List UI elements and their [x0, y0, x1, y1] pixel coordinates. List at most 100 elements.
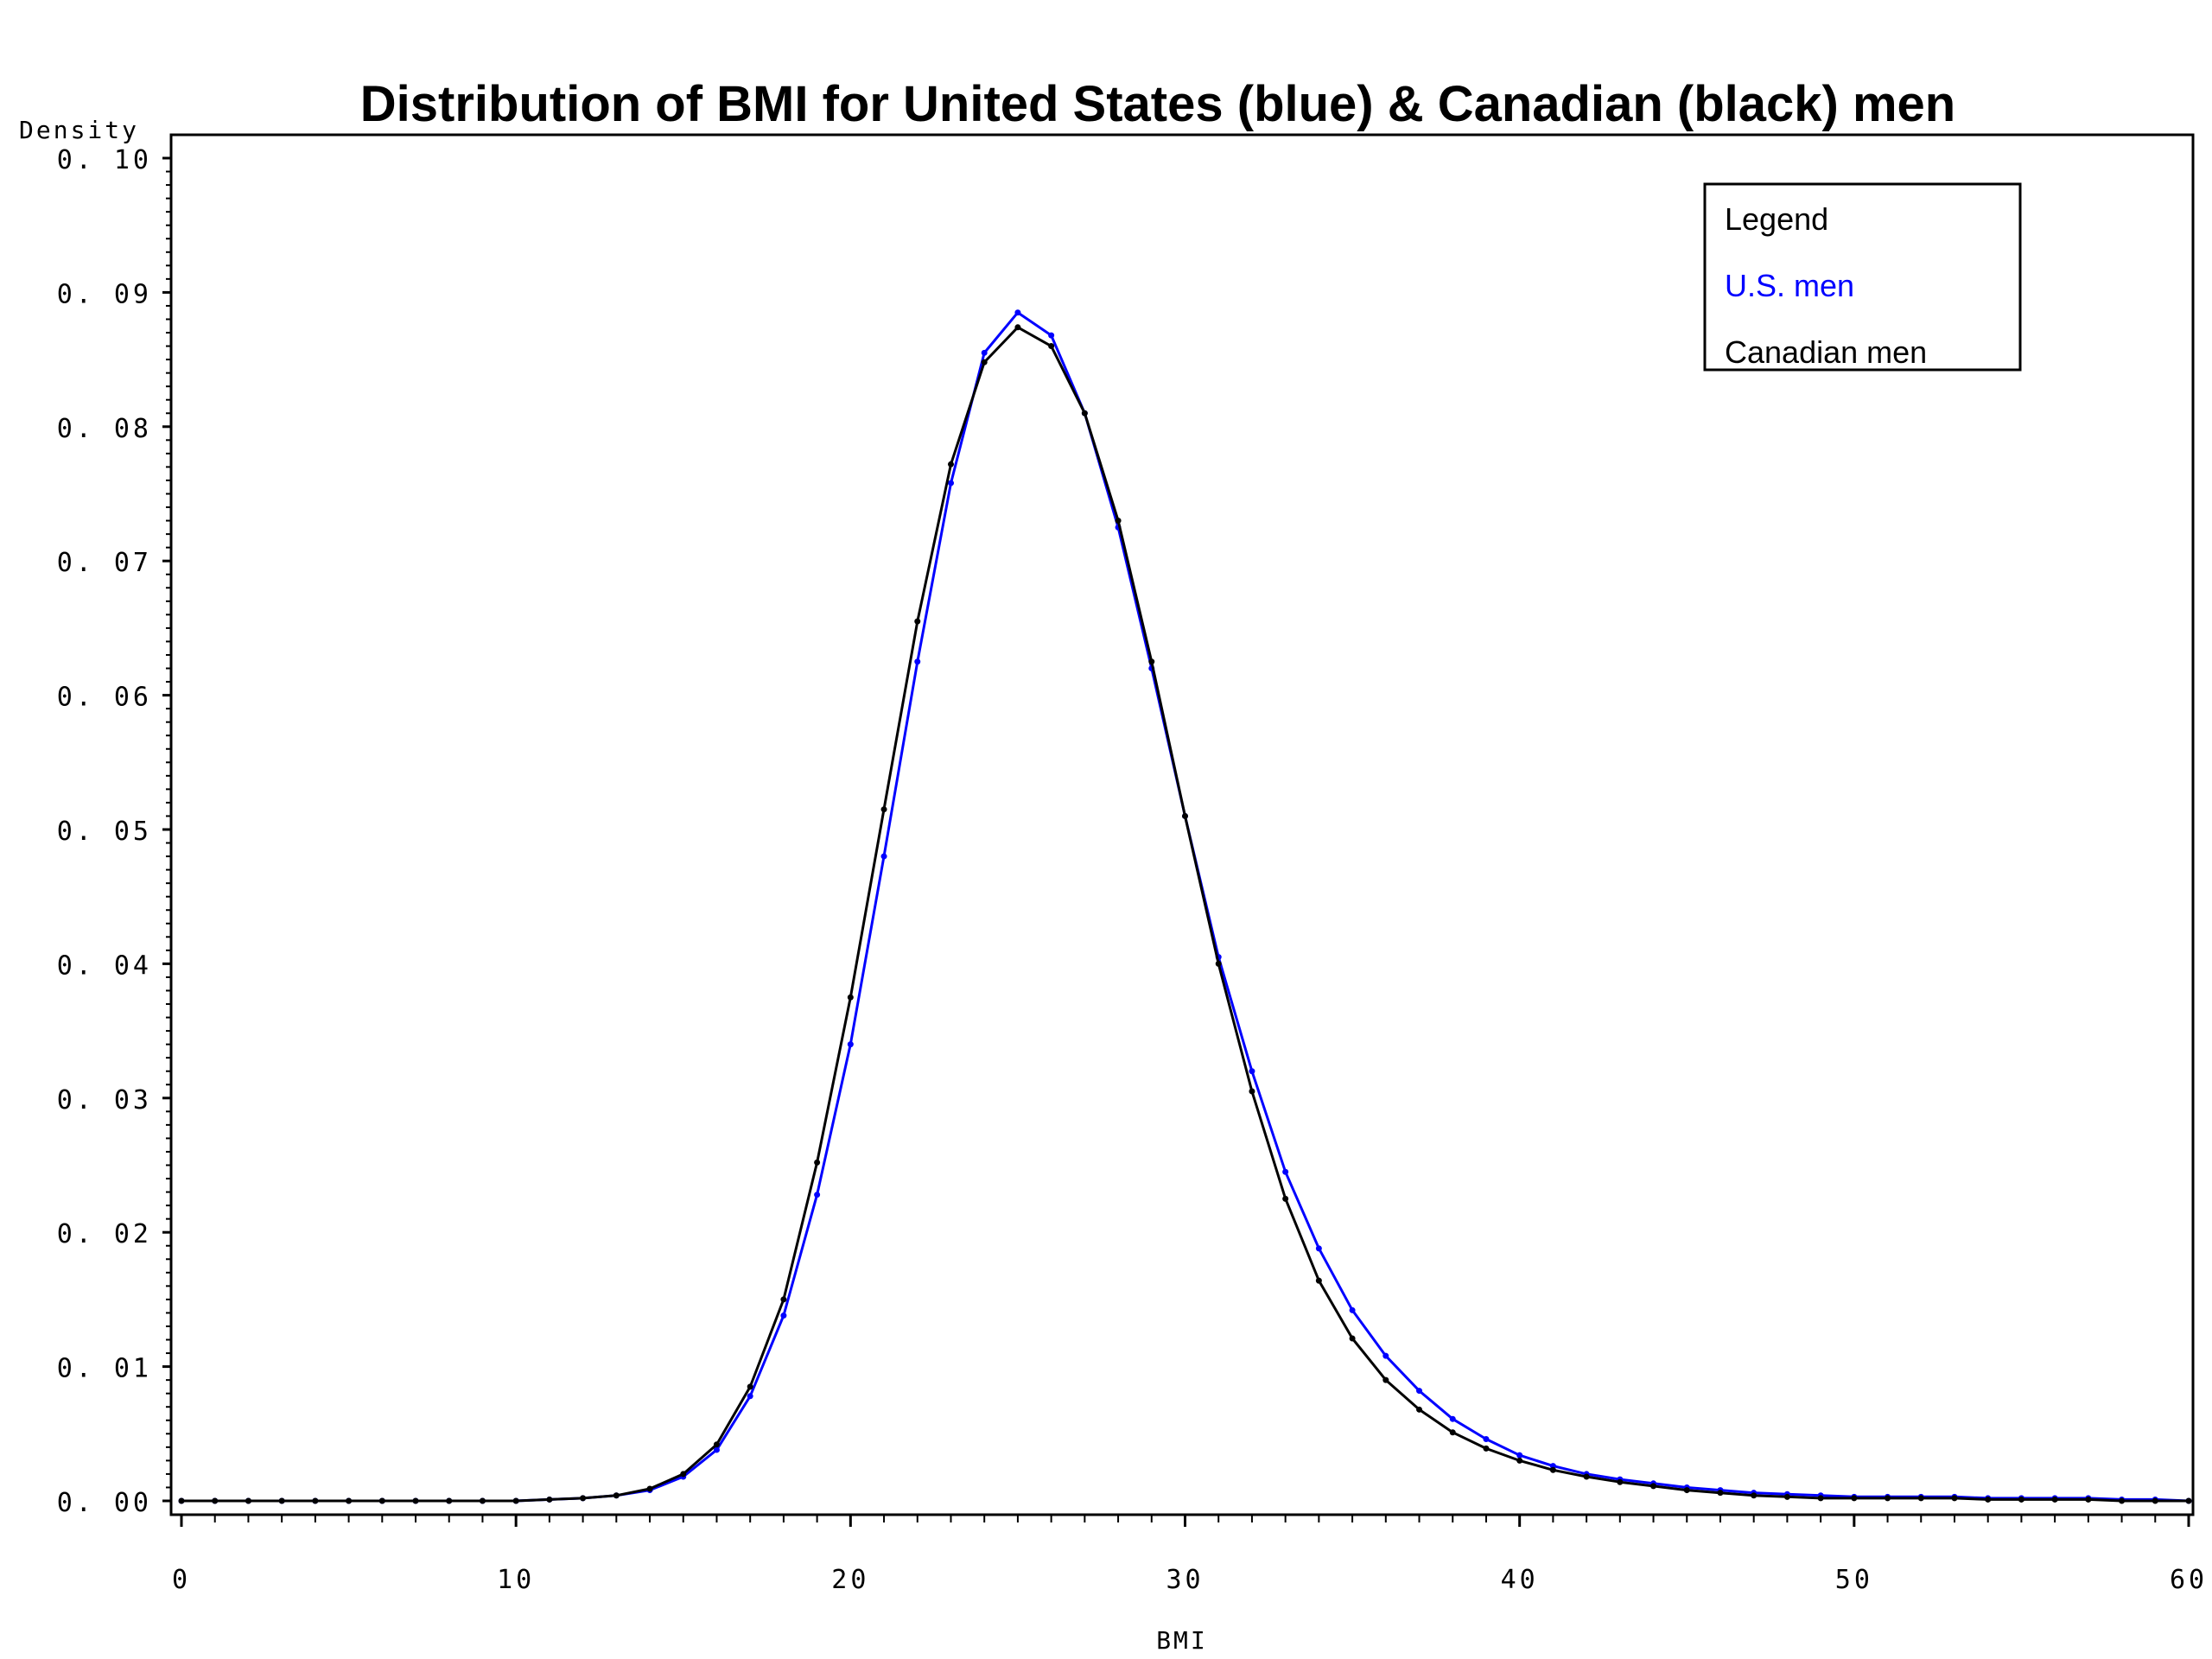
legend: Legend U.S. men Canadian men [1703, 182, 2022, 372]
x-tick-label: 20 [831, 1565, 869, 1595]
x-tick-label: 0 [172, 1565, 191, 1595]
data-point [1315, 1245, 1322, 1252]
data-point [1851, 1495, 1858, 1502]
data-point [646, 1485, 653, 1492]
data-point [1382, 1376, 1389, 1383]
data-point [446, 1497, 453, 1504]
y-tick-label: 0. 09 [57, 279, 152, 309]
data-point [1014, 309, 1021, 316]
data-point [780, 1313, 787, 1319]
data-point [2085, 1496, 2092, 1503]
y-tick-label: 0. 04 [57, 950, 152, 981]
data-point [479, 1497, 486, 1504]
x-tick-label: 40 [1501, 1565, 1539, 1595]
x-tick-label: 50 [1835, 1565, 1873, 1595]
data-point [1249, 1088, 1255, 1095]
x-tick-label: 60 [2170, 1565, 2208, 1595]
data-point [1416, 1406, 1423, 1413]
y-tick-label: 0. 06 [57, 683, 152, 713]
x-axis-label: BMI [1156, 1626, 1208, 1655]
legend-box [1703, 182, 2022, 372]
data-point [1917, 1495, 1924, 1502]
data-point [1349, 1306, 1356, 1313]
data-point [580, 1495, 587, 1502]
data-point [947, 480, 954, 486]
data-point [880, 806, 887, 813]
series-layer [178, 309, 2192, 1504]
data-point [713, 1441, 720, 1448]
data-point [613, 1492, 620, 1499]
data-point [1416, 1388, 1423, 1395]
data-point [2018, 1496, 2024, 1503]
data-point [1650, 1483, 1657, 1490]
legend-item-canadian-men: Canadian men [1725, 334, 1927, 370]
data-point [814, 1192, 821, 1198]
data-point [312, 1497, 319, 1504]
data-point [245, 1497, 251, 1504]
data-point [780, 1296, 787, 1303]
data-point [278, 1497, 285, 1504]
data-point [1282, 1168, 1289, 1175]
data-point [981, 359, 988, 365]
data-point [814, 1159, 821, 1166]
data-point [1549, 1466, 1556, 1473]
data-point [1048, 332, 1055, 339]
data-point [2119, 1497, 2126, 1504]
data-point [1985, 1496, 1992, 1503]
data-point [1014, 324, 1021, 331]
data-point [1182, 812, 1188, 819]
data-point [1148, 658, 1155, 665]
y-tick-label: 0. 01 [57, 1354, 152, 1384]
data-point [1115, 518, 1122, 524]
data-point [412, 1497, 419, 1504]
y-tick-label: 0. 03 [57, 1085, 152, 1116]
data-point [1885, 1495, 1891, 1502]
data-point [1683, 1487, 1690, 1494]
data-point [1717, 1490, 1724, 1497]
data-point [546, 1496, 553, 1503]
data-point [1783, 1493, 1790, 1500]
chart-title: Distribution of BMI for United States (b… [360, 76, 1955, 132]
data-point [1817, 1495, 1824, 1502]
legend-item-us-men: U.S. men [1725, 268, 1854, 303]
data-point [2051, 1496, 2058, 1503]
data-point [512, 1497, 519, 1504]
data-point [747, 1393, 753, 1400]
data-point [1382, 1352, 1389, 1359]
data-point [2185, 1497, 2192, 1504]
data-point [1215, 960, 1222, 967]
data-point [713, 1446, 720, 1453]
x-tick-label: 30 [1166, 1565, 1204, 1595]
y-tick-label: 0. 08 [57, 414, 152, 444]
y-tick-label: 0. 02 [57, 1219, 152, 1249]
data-point [747, 1383, 753, 1390]
data-point [1282, 1195, 1289, 1202]
data-point [1751, 1492, 1758, 1499]
data-point [880, 853, 887, 860]
data-point [1081, 410, 1088, 416]
data-point [378, 1497, 385, 1504]
data-point [947, 461, 954, 467]
data-point [847, 1041, 854, 1048]
data-point [847, 994, 854, 1001]
data-point [178, 1497, 185, 1504]
data-point [2152, 1497, 2158, 1504]
data-point [1583, 1473, 1590, 1480]
data-point [1951, 1495, 1958, 1502]
data-point [1483, 1436, 1490, 1443]
data-point [346, 1497, 353, 1504]
x-tick-label: 10 [497, 1565, 535, 1595]
data-point [1315, 1277, 1322, 1284]
legend-title: Legend [1725, 201, 1828, 237]
y-axis-label: Density [19, 116, 139, 144]
plot-frame [169, 133, 2195, 1516]
data-point [1516, 1452, 1523, 1459]
y-tick-label: 0. 10 [57, 145, 152, 175]
series-canadian-men [178, 324, 2192, 1504]
data-point [1516, 1457, 1523, 1464]
data-point [914, 618, 921, 625]
data-point [1048, 343, 1055, 350]
y-tick-label: 0. 05 [57, 817, 152, 847]
data-point [1449, 1415, 1456, 1422]
